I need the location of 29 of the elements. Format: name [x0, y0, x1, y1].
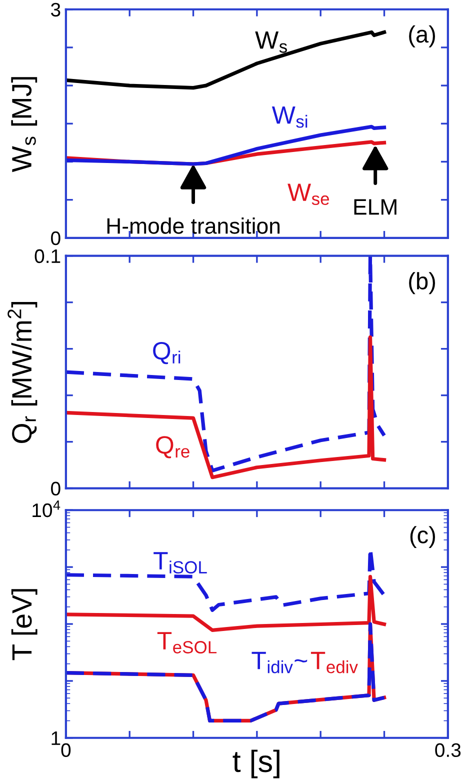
line-series	[66, 30, 386, 90]
y-tick-label: 0	[51, 482, 60, 496]
series-label: Q$_{re}$	[156, 436, 190, 458]
series-label: W$_{se}$	[288, 184, 330, 206]
line-series	[66, 256, 386, 472]
y-axis-title: W$_{s}$ [MJ]	[11, 77, 38, 172]
annotation: H-mode transition	[107, 218, 280, 234]
y-axis-title: T [eV]	[11, 589, 38, 660]
series-label: T$_{idiv}$~	[252, 652, 308, 674]
text: (c)	[410, 526, 435, 548]
text: (a)	[409, 25, 435, 48]
x-tick-label: 0.3	[435, 743, 461, 758]
x-axis-title: t [s]	[232, 750, 280, 778]
y-tick-label: 3	[51, 2, 60, 17]
series-label: W$_{si}$	[272, 106, 308, 128]
y-tick-label: 0.1	[34, 249, 60, 264]
y-tick-label: 0	[51, 231, 60, 246]
series-label: T$_{ediv}$	[310, 652, 358, 674]
line-series	[66, 574, 386, 632]
y-axis-title: Q$_{r}$ [MW/m$^{2}$]	[8, 302, 38, 443]
text: (b)	[409, 272, 435, 294]
series-label: Q$_{ri}$	[153, 342, 180, 364]
line-series	[66, 335, 386, 480]
series-label: T$_{iSOL}$	[154, 552, 207, 574]
y-tick-label: 10$^{4}$	[32, 500, 60, 518]
annotation: ELM	[354, 199, 396, 215]
series-label: T$_{eSOL}$	[157, 632, 217, 654]
series-label: W$_{s}$	[255, 31, 287, 53]
y-tick-label: 1	[52, 732, 60, 745]
